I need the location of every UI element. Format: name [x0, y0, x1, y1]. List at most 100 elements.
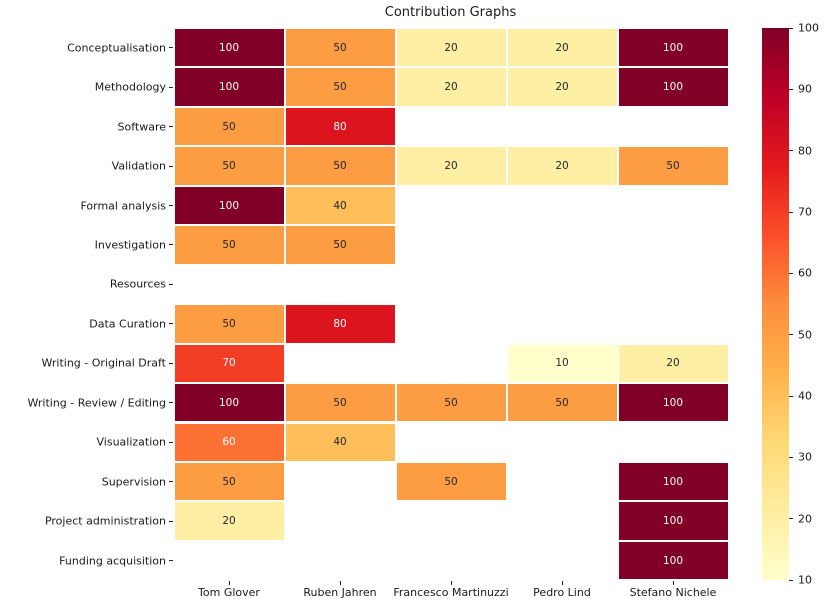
x-tick-mark — [339, 580, 341, 585]
colorbar-tick-label: 90 — [798, 82, 812, 96]
heatmap-cell: 60 — [173, 422, 285, 462]
y-tick-mark — [169, 165, 173, 167]
colorbar-tick-label: 50 — [798, 328, 812, 342]
heatmap-cell: 100 — [173, 67, 285, 107]
colorbar-tick-label: 10 — [798, 573, 812, 587]
y-tick-mark — [169, 86, 173, 88]
heatmap-cell: 50 — [284, 225, 396, 265]
heatmap-cell: 20 — [395, 67, 507, 107]
heatmap-cell: 20 — [506, 146, 618, 186]
y-tick-mark — [169, 560, 173, 562]
cell-value: 100 — [218, 81, 240, 94]
cell-value: 100 — [662, 81, 684, 94]
heatmap-cell: 50 — [173, 225, 285, 265]
cell-value: 20 — [555, 81, 569, 94]
colorbar-tick-mark — [789, 88, 793, 90]
cell-value: 50 — [333, 41, 347, 54]
y-tick-mark — [169, 126, 173, 128]
cell-value: 50 — [444, 475, 458, 488]
cell-value: 50 — [222, 238, 236, 251]
y-tick-mark — [169, 441, 173, 443]
y-tick-label: Formal analysis — [80, 199, 166, 213]
chart-title: Contribution Graphs — [384, 5, 517, 20]
cell-value: 20 — [444, 81, 458, 94]
colorbar-tick-mark — [789, 518, 793, 520]
cell-value: 50 — [333, 81, 347, 94]
colorbar-tick-mark — [789, 150, 793, 152]
x-tick-mark — [561, 580, 563, 585]
y-tick-mark — [169, 520, 173, 522]
colorbar-gradient — [762, 28, 789, 580]
x-tick-label: Tom Glover — [198, 586, 260, 599]
heatmap-cell: 100 — [617, 28, 729, 68]
heatmap-cell: 20 — [617, 343, 729, 384]
cell-value: 50 — [222, 475, 236, 488]
heatmap-cell: 50 — [173, 461, 285, 502]
cell-value: 20 — [555, 41, 569, 54]
colorbar-tick-mark — [789, 579, 793, 581]
y-tick-mark — [169, 283, 173, 285]
cell-value: 50 — [666, 160, 680, 173]
x-tick-label: Pedro Lind — [533, 586, 591, 599]
y-tick-label: Supervision — [101, 475, 166, 489]
x-tick-mark — [450, 580, 452, 585]
x-tick-label: Francesco Martinuzzi — [393, 586, 509, 599]
cell-value: 20 — [444, 160, 458, 173]
cell-value: 50 — [444, 396, 458, 409]
cell-value: 20 — [222, 515, 236, 528]
heatmap-cell: 40 — [284, 422, 396, 462]
x-tick-label: Ruben Jahren — [303, 586, 377, 599]
heatmap-cell: 70 — [173, 343, 285, 384]
colorbar-tick-label: 30 — [798, 450, 812, 464]
colorbar-tick-label: 20 — [798, 512, 812, 526]
heatmap-cell: 100 — [173, 383, 285, 423]
cell-value: 100 — [218, 41, 240, 54]
x-tick-mark — [672, 580, 674, 585]
cell-value: 50 — [333, 396, 347, 409]
heatmap-cell: 100 — [617, 540, 729, 581]
x-tick-label: Stefano Nichele — [629, 586, 717, 599]
colorbar — [762, 28, 789, 580]
y-tick-mark — [169, 205, 173, 207]
cell-value: 20 — [555, 160, 569, 173]
heatmap-cell: 20 — [506, 67, 618, 107]
colorbar-tick-label: 80 — [798, 144, 812, 158]
heatmap-cell: 100 — [617, 383, 729, 423]
heatmap-cell: 20 — [395, 28, 507, 68]
cell-value: 40 — [333, 199, 347, 212]
heatmap-cell: 50 — [284, 67, 396, 107]
y-tick-mark — [169, 481, 173, 483]
heatmap-cell: 100 — [173, 28, 285, 68]
y-tick-label: Investigation — [94, 238, 166, 252]
heatmap-cell: 50 — [173, 304, 285, 344]
colorbar-tick-mark — [789, 395, 793, 397]
cell-value: 100 — [662, 475, 684, 488]
cell-value: 70 — [222, 357, 236, 370]
heatmap-cell: 100 — [617, 461, 729, 502]
cell-value: 50 — [333, 160, 347, 173]
heatmap-cell: 50 — [395, 461, 507, 502]
y-tick-label: Resources — [109, 277, 166, 291]
y-tick-label: Methodology — [94, 80, 166, 94]
y-tick-label: Writing - Review / Editing — [27, 396, 166, 410]
heatmap-cell: 50 — [284, 28, 396, 68]
y-tick-label: Validation — [111, 159, 166, 173]
cell-value: 80 — [333, 120, 347, 133]
cell-value: 60 — [222, 436, 236, 449]
y-tick-mark — [169, 47, 173, 49]
x-tick-mark — [228, 580, 230, 585]
heatmap-cell: 80 — [284, 106, 396, 147]
cell-value: 50 — [222, 160, 236, 173]
cell-value: 100 — [218, 199, 240, 212]
colorbar-tick-mark — [789, 27, 793, 29]
cell-value: 50 — [222, 317, 236, 330]
y-tick-label: Writing - Original Draft — [41, 356, 166, 370]
colorbar-tick-mark — [789, 456, 793, 458]
heatmap-cell: 50 — [173, 106, 285, 147]
heatmap-cell: 50 — [173, 146, 285, 186]
